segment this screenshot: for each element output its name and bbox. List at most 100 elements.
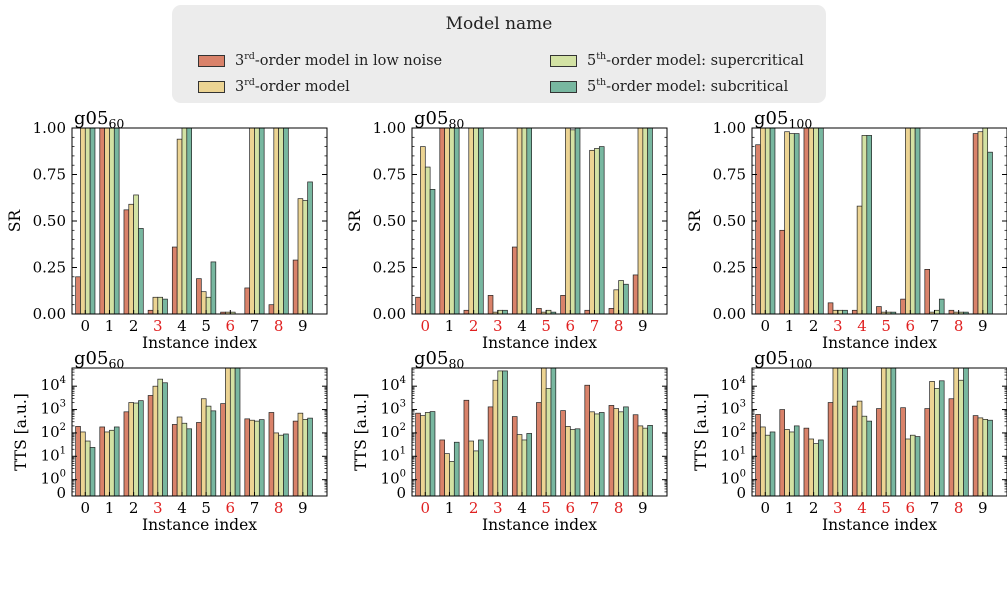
bar: [861, 415, 868, 496]
bar: [147, 309, 154, 314]
y-tick-label: 101: [721, 445, 746, 464]
x-tick-label: 0: [421, 317, 431, 335]
bar: [808, 438, 814, 496]
bar: [608, 405, 615, 496]
axes-frame: [71, 367, 328, 497]
bar: [84, 128, 91, 314]
bar: [273, 128, 280, 314]
bar: [905, 438, 911, 496]
x-axis-label: Instance index: [822, 334, 937, 352]
bar: [958, 379, 964, 496]
bar: [147, 395, 154, 496]
y-tick-label: 103: [381, 399, 406, 418]
x-tick-label: 4: [857, 317, 867, 335]
bar: [420, 146, 426, 314]
bar: [589, 411, 595, 496]
bar: [487, 295, 494, 314]
bar: [793, 133, 800, 314]
bar: [948, 398, 955, 496]
bar: [914, 128, 921, 314]
y-tick-label: 0.00: [33, 305, 66, 323]
bar: [113, 426, 120, 496]
bar: [439, 128, 445, 314]
bar: [909, 434, 916, 496]
bar: [278, 128, 284, 314]
x-tick-label: 4: [177, 317, 187, 335]
legend-title: Model name: [445, 14, 553, 34]
bar: [478, 128, 484, 314]
bar: [473, 128, 479, 314]
x-tick-label: 2: [129, 317, 139, 335]
chart-panel: 0.00 0.25 0.50 0.75 1.00 0 1 2 3 4 5 6 7 8 9 Instance i…: [6, 108, 328, 352]
bar: [642, 128, 649, 314]
bar: [808, 128, 814, 314]
bar: [234, 368, 241, 496]
x-axis-label: Instance index: [142, 516, 257, 534]
bars: [755, 368, 993, 496]
bar: [755, 144, 761, 314]
x-tick-label: 5: [881, 317, 891, 335]
bar: [755, 414, 761, 496]
bar: [453, 441, 460, 496]
bar: [598, 146, 605, 314]
y-tick-label: 0.75: [373, 166, 406, 184]
chart-panel: 0.00 0.25 0.50 0.75 1.00 0 1 2 3 4 5 6 7 8 9 Instance i…: [346, 108, 668, 352]
chart-panel: 0.00 0.25 0.50 0.75 1.00 0 1 2 3 4 5 6 7 8 9 Instance i…: [686, 108, 1007, 352]
bar: [977, 131, 984, 314]
y-tick-label: 0.00: [373, 305, 406, 323]
x-tick-label: 8: [614, 499, 624, 517]
bar: [856, 400, 863, 496]
x-tick-label: 3: [833, 317, 843, 335]
bar: [560, 410, 566, 496]
x-tick-label: 7: [250, 499, 260, 517]
bar: [268, 412, 275, 496]
panel-title: g0580: [414, 348, 464, 371]
bar: [492, 379, 499, 496]
bar: [99, 426, 105, 496]
legend-swatch: [550, 81, 577, 93]
x-tick-label: 6: [566, 317, 576, 335]
x-tick-label: 6: [906, 317, 916, 335]
bar: [453, 128, 460, 314]
bar: [623, 283, 629, 314]
bar: [938, 380, 945, 496]
x-axis-label: Instance index: [482, 516, 597, 534]
bar: [963, 311, 969, 314]
x-tick-label: 1: [445, 499, 455, 517]
x-tick-label: 9: [978, 317, 988, 335]
x-tick-label: 9: [638, 317, 648, 335]
x-tick-label: 7: [250, 317, 260, 335]
y-axis-label: TTS [a.u.]: [352, 393, 370, 471]
bar: [497, 309, 503, 314]
legend-item-5th-supercritical: 5th-order model: supercritical: [550, 51, 804, 69]
y-tick-label: 102: [721, 422, 746, 441]
y-tick-label: 104: [41, 375, 66, 394]
bar: [876, 408, 882, 496]
bar: [109, 128, 115, 314]
bar: [210, 261, 217, 314]
panel-title: g05100: [754, 108, 812, 131]
bar: [89, 128, 96, 314]
bar: [569, 129, 576, 314]
y-tick-label: 0: [56, 484, 66, 502]
panel-title: g0560: [74, 108, 124, 131]
bar: [302, 200, 309, 314]
bar: [861, 135, 868, 314]
bar: [463, 399, 470, 496]
y-axis-label: SR: [346, 209, 364, 233]
bar: [837, 368, 843, 496]
x-tick-label: 3: [833, 499, 843, 517]
y-tick-label: 1.00: [713, 119, 746, 137]
bar: [934, 309, 940, 314]
x-tick-label: 5: [881, 499, 891, 517]
bar: [258, 128, 265, 314]
legend-swatch: [198, 81, 225, 93]
x-tick-label: 5: [201, 317, 211, 335]
bar: [200, 291, 207, 314]
bar: [647, 128, 653, 314]
legend-label: 3rd-order model: [235, 77, 350, 95]
bar: [302, 419, 309, 496]
bar: [914, 436, 921, 496]
